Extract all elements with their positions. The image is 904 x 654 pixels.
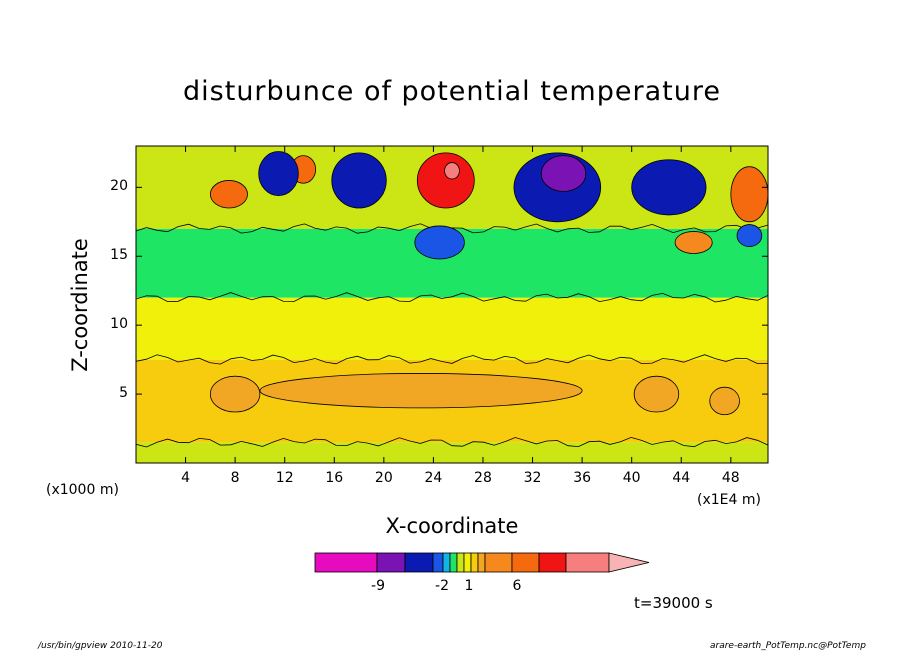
field-feature-6	[414, 225, 465, 260]
footer-source: arare-earth_PotTemp.nc@PotTemp	[710, 641, 866, 651]
x-tick-label: 4	[181, 470, 191, 486]
band-3	[136, 297, 768, 360]
plot-frame	[135, 145, 769, 464]
colorbar-segment	[442, 552, 451, 573]
x-tick-label: 32	[523, 470, 542, 486]
colorbar-tick-label: 6	[512, 578, 522, 594]
x-tick-label: 40	[622, 470, 641, 486]
colorbar-segment	[449, 552, 458, 573]
colorbar-segment	[404, 552, 434, 573]
x-unit-right: (x1E4 m)	[697, 492, 761, 508]
x-unit-left: (x1000 m)	[46, 482, 119, 498]
colorbar-tick-label: -9	[371, 578, 385, 594]
colorbar-extend-arrow	[608, 552, 650, 573]
colorbar-segment	[456, 552, 465, 573]
band-2	[259, 373, 583, 409]
colorbar-tick-label: -2	[435, 578, 449, 594]
colorbar-segment	[477, 552, 486, 573]
contour-line-0	[136, 436, 768, 448]
axis-ticks	[136, 146, 768, 463]
field-feature-3	[331, 152, 387, 209]
chart-title: disturbunce of potential temperature	[183, 76, 721, 107]
x-tick-label: 12	[275, 470, 294, 486]
colorbar-segment	[314, 552, 378, 573]
x-tick-label: 48	[721, 470, 740, 486]
x-tick-label: 16	[325, 470, 344, 486]
colorbar-tick-label: 1	[464, 578, 474, 594]
x-tick-label: 8	[230, 470, 240, 486]
contour-line-2	[136, 292, 768, 303]
colorbar-segment	[463, 552, 472, 573]
field-feature-13	[209, 375, 261, 413]
x-tick-label: 28	[474, 470, 492, 486]
x-axis-label: X-coordinate	[385, 514, 519, 538]
time-label: t=39000 s	[634, 594, 713, 612]
colorbar-segment	[538, 552, 567, 573]
y-tick-label: 5	[119, 385, 128, 402]
plot-area	[136, 146, 768, 463]
colorbar-segment	[484, 552, 513, 573]
field-feature-14	[633, 375, 680, 413]
colorbar-segment	[470, 552, 479, 573]
field-feature-4	[416, 152, 475, 209]
band-0	[136, 442, 768, 463]
contour-line-1	[136, 354, 768, 365]
y-tick-label: 15	[110, 247, 128, 264]
field-feature-10	[730, 166, 768, 223]
x-tick-label: 44	[672, 470, 691, 486]
field-feature-12	[736, 224, 763, 248]
y-tick-label: 20	[110, 178, 128, 195]
y-tick-label: 10	[110, 316, 128, 333]
colorbar	[314, 552, 650, 573]
field-feature-5	[444, 162, 460, 180]
footer-command: /usr/bin/gpview 2010-11-20	[38, 641, 163, 651]
x-tick-label: 24	[424, 470, 443, 486]
colorbar-segment	[432, 552, 444, 573]
x-tick-label: 20	[374, 470, 393, 486]
field-feature-15	[709, 386, 740, 416]
field-feature-9	[631, 159, 707, 216]
field-feature-0	[209, 180, 248, 209]
colorbar-segment	[511, 552, 540, 573]
field-feature-2	[258, 151, 299, 197]
field-feature-11	[674, 231, 713, 254]
x-tick-label: 36	[573, 470, 592, 486]
colorbar-segment	[565, 552, 610, 573]
field-feature-8	[540, 155, 587, 192]
colorbar-segment	[376, 552, 406, 573]
